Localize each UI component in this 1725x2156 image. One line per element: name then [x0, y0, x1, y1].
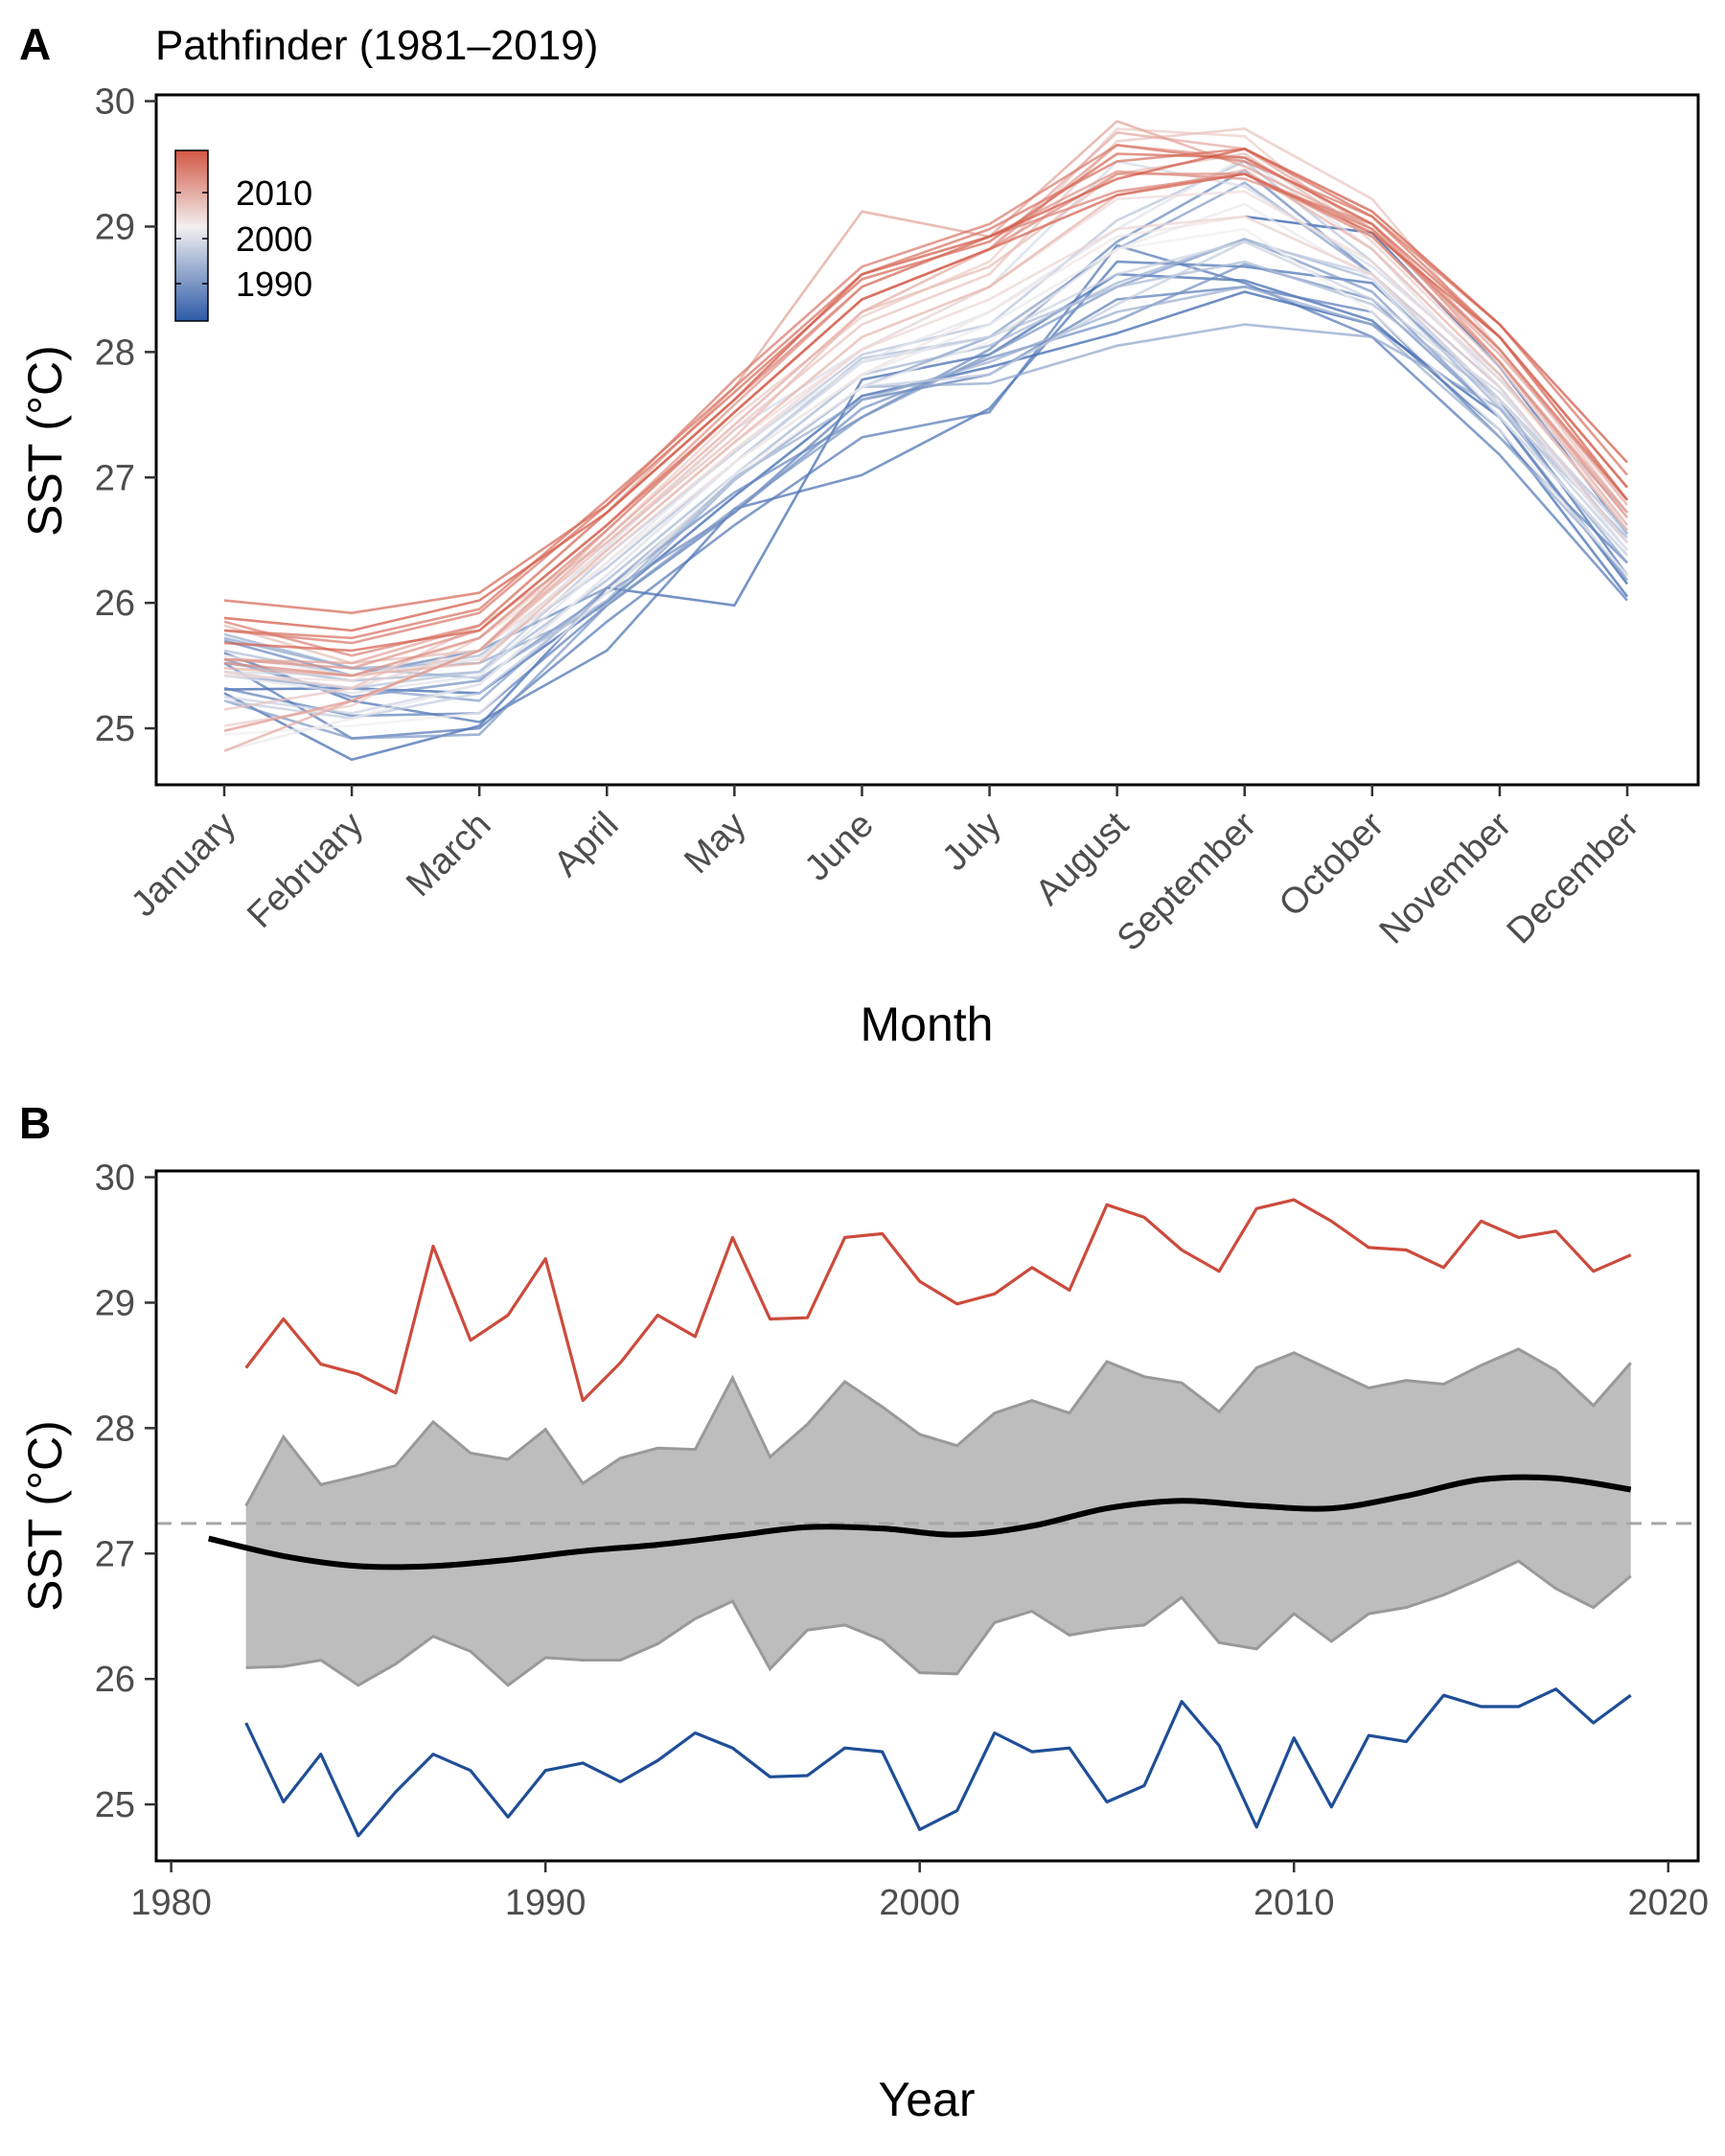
y-tick-label: 27 — [95, 1534, 135, 1574]
series-line-2001 — [223, 227, 1628, 736]
x-tick-label-december: December — [1500, 804, 1647, 952]
series-line-1999 — [223, 156, 1629, 695]
series-line-2018 — [223, 172, 1629, 653]
y-tick-label: 30 — [95, 82, 135, 123]
x-tick-label-june: June — [797, 805, 882, 889]
x-tick-label-2000: 2000 — [879, 1883, 960, 1923]
x-tick-label-february: February — [240, 805, 371, 936]
min-sst-line — [244, 1687, 1632, 1838]
panel-b-x-axis: 1980 1990 2000 2010 2020 — [130, 1861, 1709, 1923]
panel-b-y-axis: 25 26 27 28 29 30 — [95, 1158, 156, 1825]
x-tick-label-august: August — [1028, 804, 1138, 913]
colorbar — [174, 149, 209, 322]
x-tick-label-1990: 1990 — [505, 1883, 586, 1923]
y-tick-label: 25 — [95, 709, 135, 749]
series-line-1985 — [223, 243, 1628, 740]
series-line-2000 — [223, 202, 1628, 752]
x-tick-label-january: January — [124, 805, 243, 925]
x-tick-label-2010: 2010 — [1254, 1883, 1335, 1923]
x-tick-label-july: July — [934, 805, 1008, 879]
panel-b-marks — [156, 1198, 1698, 1838]
y-tick-label: 30 — [95, 1158, 135, 1199]
band-lower-edge — [245, 1559, 1632, 1687]
x-tick-label-march: March — [399, 805, 498, 905]
panel-b-x-axis-title: Year — [878, 2073, 975, 2126]
x-tick-label-september: September — [1110, 804, 1264, 958]
series-line-2010 — [223, 120, 1628, 665]
y-tick-label: 28 — [95, 333, 135, 373]
x-tick-label-may: May — [677, 805, 753, 882]
band-upper-edge — [244, 1347, 1632, 1507]
x-tick-label-april: April — [546, 805, 626, 884]
x-tick-label-1980: 1980 — [130, 1883, 212, 1923]
series-line-2017 — [223, 152, 1628, 614]
colorbar-label-2010: 2010 — [236, 173, 312, 213]
y-tick-label: 26 — [95, 1660, 135, 1700]
panel-b-y-axis-title: SST (°C) — [18, 1420, 72, 1612]
max-sst-line — [244, 1198, 1632, 1403]
series-line-2002 — [223, 215, 1628, 677]
x-tick-label-november: November — [1372, 804, 1520, 952]
y-tick-label: 29 — [95, 1283, 135, 1323]
panel-a-x-axis-title: Month — [861, 998, 994, 1051]
series-line-2019 — [223, 148, 1628, 632]
smooth-trend-line — [208, 1474, 1632, 1571]
series-line-2007 — [223, 152, 1629, 665]
y-tick-label: 29 — [95, 207, 135, 247]
panel-a-y-axis-title: SST (°C) — [18, 345, 72, 537]
x-tick-label-2020: 2020 — [1627, 1883, 1709, 1923]
panel-a-y-axis: 25 26 27 28 29 30 — [95, 82, 156, 749]
panel-a-series-lines — [223, 120, 1629, 762]
panel-a: A Pathfinder (1981–2019) 25 26 27 28 29 30 Ja… — [18, 19, 1700, 1051]
panel-a-colorbar-legend: 2010 2000 1990 — [174, 149, 312, 322]
series-line-2015 — [223, 144, 1628, 645]
colorbar-label-1990: 1990 — [236, 264, 312, 304]
y-tick-label: 28 — [95, 1409, 135, 1449]
x-tick-label-october: October — [1272, 804, 1392, 925]
series-line-1991 — [223, 323, 1629, 670]
series-line-1983 — [223, 272, 1629, 762]
series-line-1998 — [223, 160, 1629, 677]
y-tick-label: 25 — [95, 1785, 135, 1825]
colorbar-label-2000: 2000 — [236, 219, 312, 259]
panel-a-plot-border — [154, 93, 1700, 787]
panel-a-title: Pathfinder (1981–2019) — [155, 22, 598, 69]
y-tick-label: 26 — [95, 584, 135, 624]
series-line-2004 — [223, 215, 1629, 690]
panel-b: B 25 26 27 28 29 30 1980 1990 2000 2010 2020 Year… — [18, 1098, 1709, 2126]
percentile-band — [245, 1348, 1631, 1686]
series-line-2008 — [223, 169, 1629, 677]
series-line-2016 — [223, 148, 1628, 640]
panel-b-plot-border — [154, 1169, 1700, 1863]
y-tick-label: 27 — [95, 458, 135, 498]
panel-b-letter: B — [19, 1098, 51, 1148]
panel-a-letter: A — [19, 19, 51, 69]
